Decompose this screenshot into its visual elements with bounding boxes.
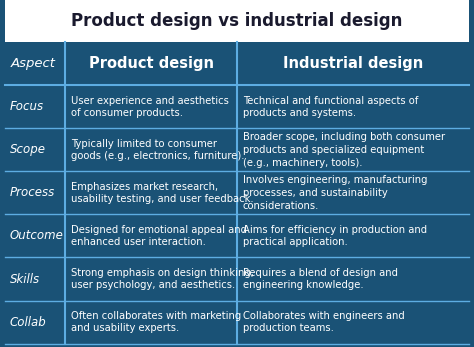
Text: Often collaborates with marketing
and usability experts.: Often collaborates with marketing and us… [71, 311, 241, 333]
Text: User experience and aesthetics
of consumer products.: User experience and aesthetics of consum… [71, 95, 228, 118]
Text: Designed for emotional appeal and
enhanced user interaction.: Designed for emotional appeal and enhanc… [71, 225, 247, 247]
Text: Aspect: Aspect [10, 57, 55, 70]
Text: Emphasizes market research,
usability testing, and user feedback.: Emphasizes market research, usability te… [71, 181, 254, 204]
Text: Requires a blend of design and
engineering knowledge.: Requires a blend of design and engineeri… [243, 268, 398, 290]
Text: Process: Process [9, 186, 55, 200]
Text: Scope: Scope [9, 143, 46, 156]
Text: Typically limited to consumer
goods (e.g., electronics, furniture).: Typically limited to consumer goods (e.g… [71, 138, 244, 161]
Text: Collab: Collab [9, 315, 46, 329]
Text: Product design vs industrial design: Product design vs industrial design [71, 12, 403, 30]
Text: Focus: Focus [9, 100, 44, 113]
Text: Outcome: Outcome [9, 229, 64, 243]
Text: Strong emphasis on design thinking,
user psychology, and aesthetics.: Strong emphasis on design thinking, user… [71, 268, 254, 290]
Text: Collaborates with engineers and
production teams.: Collaborates with engineers and producti… [243, 311, 404, 333]
Text: Technical and functional aspects of
products and systems.: Technical and functional aspects of prod… [243, 95, 418, 118]
Text: Industrial design: Industrial design [283, 56, 423, 71]
Text: Product design: Product design [89, 56, 214, 71]
Text: Skills: Skills [9, 272, 40, 286]
Text: Aims for efficiency in production and
practical application.: Aims for efficiency in production and pr… [243, 225, 427, 247]
Text: Involves engineering, manufacturing
processes, and sustainability
considerations: Involves engineering, manufacturing proc… [243, 175, 427, 211]
Text: Broader scope, including both consumer
products and specialized equipment
(e.g.,: Broader scope, including both consumer p… [243, 132, 445, 168]
Bar [5, 0, 469, 42]
